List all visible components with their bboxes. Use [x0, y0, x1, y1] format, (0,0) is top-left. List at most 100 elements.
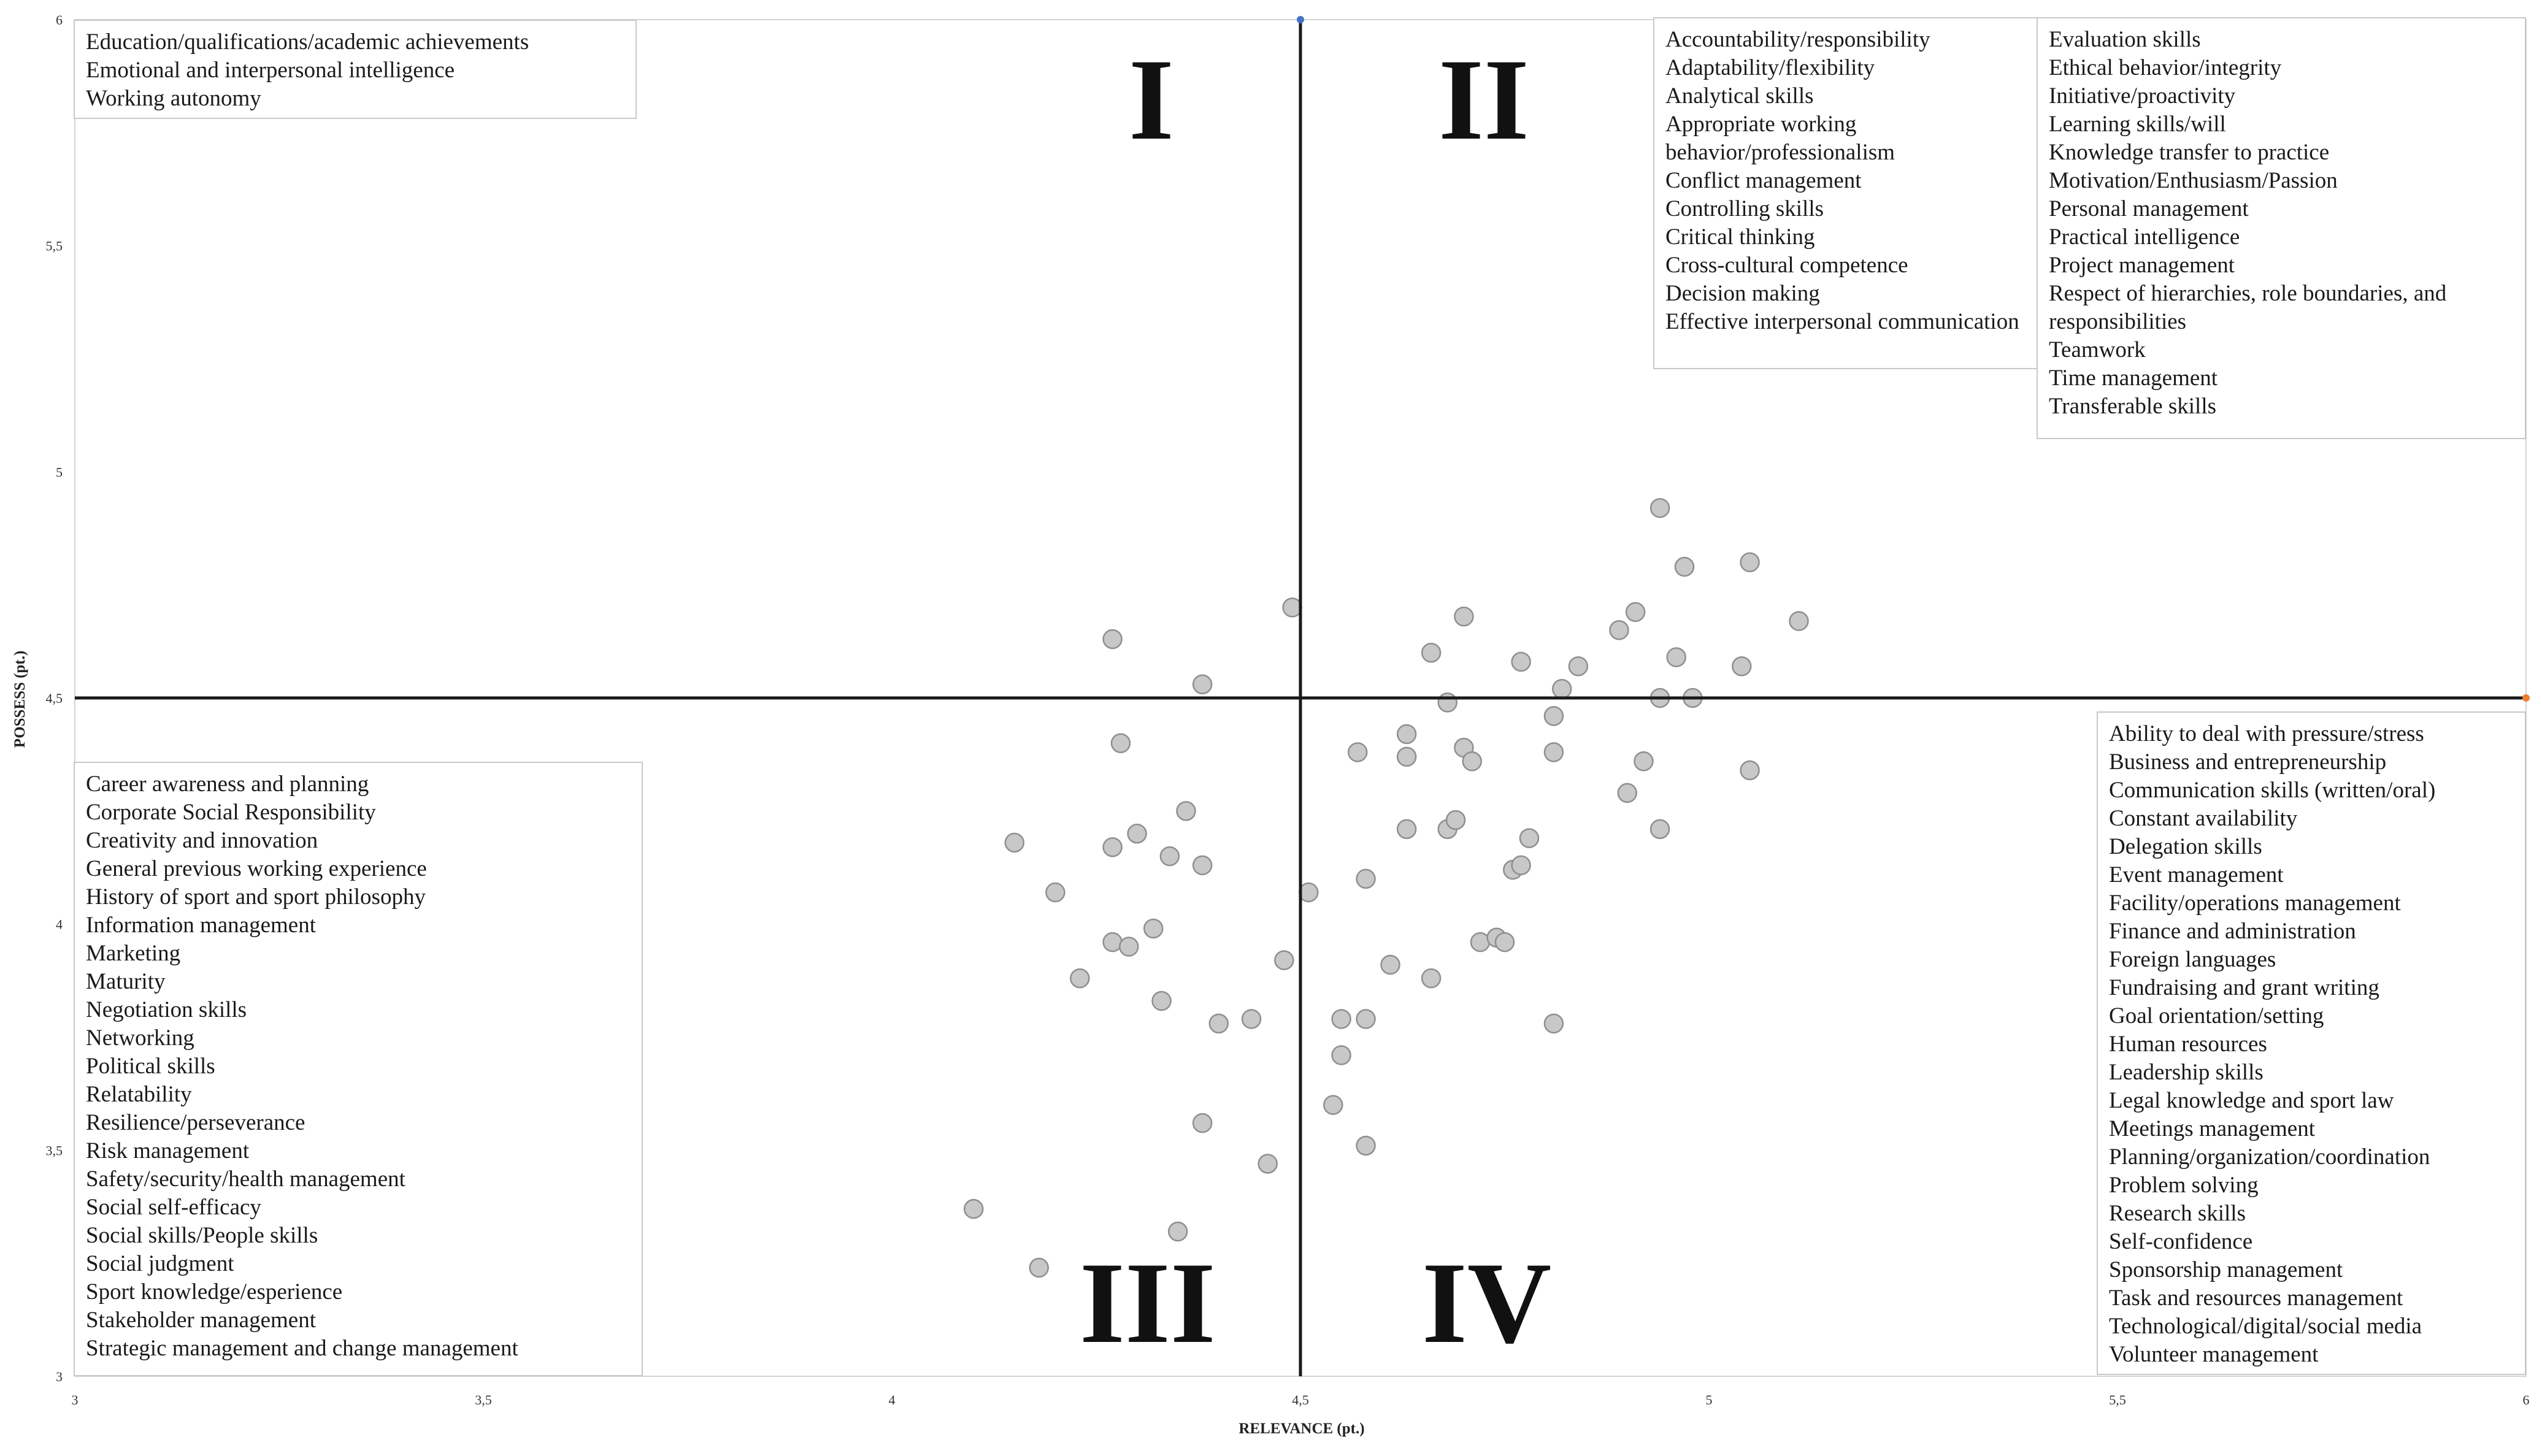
list-item: Research skills — [2109, 1201, 2246, 1226]
data-point — [1119, 937, 1139, 957]
y-tick-label: 4,5 — [46, 691, 63, 706]
x-tick-label: 6 — [2523, 1392, 2530, 1408]
list-item: Event management — [2109, 862, 2284, 887]
data-point — [1511, 651, 1531, 672]
data-point — [1551, 679, 1572, 699]
data-point — [1421, 643, 1442, 663]
list-item: Delegation skills — [2109, 834, 2262, 859]
list-item: Respect of hierarchies, role boundaries,… — [2049, 281, 2447, 334]
list-item: Emotional and interpersonal intelligence — [86, 58, 455, 83]
list-item: Motivation/Enthusiasm/Passion — [2049, 168, 2338, 193]
list-item: Marketing — [86, 941, 181, 966]
quadrant-label-iv: IV — [1422, 1239, 1552, 1368]
reference-line-end-marker — [2522, 694, 2530, 702]
data-point — [1740, 552, 1760, 573]
y-tick-label: 3,5 — [46, 1143, 63, 1158]
data-point — [1323, 1095, 1343, 1115]
data-point — [1356, 1135, 1376, 1156]
x-tick-label: 4 — [889, 1392, 896, 1408]
data-point — [1634, 751, 1654, 772]
data-point — [1511, 855, 1531, 876]
data-point — [1356, 1009, 1376, 1029]
data-point — [1617, 783, 1638, 803]
list-item: Resilience/perseverance — [86, 1110, 305, 1135]
list-item: Initiative/proactivity — [2049, 83, 2236, 109]
data-point — [1331, 1045, 1351, 1065]
list-item: Safety/security/health management — [86, 1167, 405, 1192]
list-item: Political skills — [86, 1054, 215, 1079]
list-item: Networking — [86, 1025, 194, 1051]
list-item: Knowledge transfer to practice — [2049, 140, 2330, 165]
data-point — [1102, 629, 1123, 649]
list-item: Practical intelligence — [2049, 224, 2240, 250]
data-point — [1110, 733, 1131, 753]
data-point — [1543, 742, 1564, 762]
data-point — [1543, 706, 1564, 726]
data-point — [1396, 819, 1417, 840]
data-point — [1127, 823, 1147, 844]
data-point — [1258, 1154, 1278, 1174]
data-point — [1102, 837, 1123, 857]
list-item: Strategic management and change manageme… — [86, 1336, 518, 1361]
list-item: Social skills/People skills — [86, 1223, 318, 1248]
y-tick-label: 5,5 — [46, 239, 63, 254]
list-item: Ethical behavior/integrity — [2049, 55, 2282, 80]
data-point — [1380, 954, 1400, 975]
list-item: Information management — [86, 913, 317, 938]
list-item: Meetings management — [2109, 1116, 2315, 1141]
list-item: Sponsorship management — [2109, 1257, 2343, 1282]
list-item: Transferable skills — [2049, 394, 2217, 419]
list-item: General previous working experience — [86, 856, 427, 881]
list-item: Time management — [2049, 366, 2218, 391]
list-item: Sport knowledge/esperience — [86, 1279, 343, 1305]
list-item: Critical thinking — [1665, 224, 1815, 250]
list-item: Decision making — [1665, 281, 1820, 306]
quadrant-label-iii: III — [1080, 1239, 1216, 1368]
list-item: Education/qualifications/academic achiev… — [86, 29, 529, 55]
list-item: Effective interpersonal communication — [1665, 309, 2019, 334]
list-item: Fundraising and grant writing — [2109, 975, 2379, 1000]
list-item: Finance and administration — [2109, 919, 2356, 944]
x-tick-label: 4,5 — [1292, 1392, 1309, 1408]
data-point — [1470, 932, 1491, 952]
y-tick-label: 4 — [56, 917, 63, 932]
x-tick-label: 5 — [1706, 1392, 1713, 1408]
data-point — [1649, 498, 1670, 518]
data-point — [1192, 674, 1213, 695]
list-item: Volunteer management — [2109, 1342, 2319, 1367]
list-item: Learning skills/will — [2049, 112, 2226, 137]
list-item: Creativity and innovation — [86, 828, 318, 853]
list-item: Risk management — [86, 1138, 250, 1163]
data-point — [1159, 846, 1180, 867]
list-item: Social judgment — [86, 1251, 234, 1276]
data-point — [1356, 868, 1376, 889]
list-item: Working autonomy — [86, 86, 261, 111]
data-point — [1151, 990, 1172, 1011]
data-point — [1732, 656, 1752, 676]
quadrant-iv-list: Ability to deal with pressure/stress Bus… — [2097, 711, 2526, 1375]
list-item: Relatability — [86, 1082, 192, 1107]
list-item: Project management — [2049, 253, 2235, 278]
data-point — [1568, 656, 1589, 676]
x-tick-label: 3 — [72, 1392, 79, 1408]
data-point — [1045, 882, 1066, 903]
data-point — [1666, 647, 1686, 667]
data-point — [1282, 597, 1302, 618]
list-item: Maturity — [86, 969, 166, 994]
x-tick-label: 5,5 — [2109, 1392, 2126, 1408]
list-item: Human resources — [2109, 1032, 2267, 1057]
list-item: Accountability/responsibility — [1665, 27, 1930, 52]
data-point — [1029, 1257, 1050, 1278]
data-point — [1649, 819, 1670, 840]
data-point — [1625, 602, 1646, 623]
data-point — [1176, 801, 1196, 821]
data-point — [1454, 607, 1474, 627]
quadrant-label-ii: II — [1438, 36, 1529, 164]
quadrant-iii-list: Career awareness and planning Corporate … — [74, 762, 643, 1376]
list-item: Conflict management — [1665, 168, 1862, 193]
data-point — [1331, 1009, 1351, 1029]
quadrant-ii-list-a: Accountability/responsibility Adaptabili… — [1653, 17, 2040, 369]
data-point — [1543, 1013, 1564, 1034]
data-point — [1396, 724, 1417, 745]
y-tick-label: 6 — [56, 12, 63, 28]
